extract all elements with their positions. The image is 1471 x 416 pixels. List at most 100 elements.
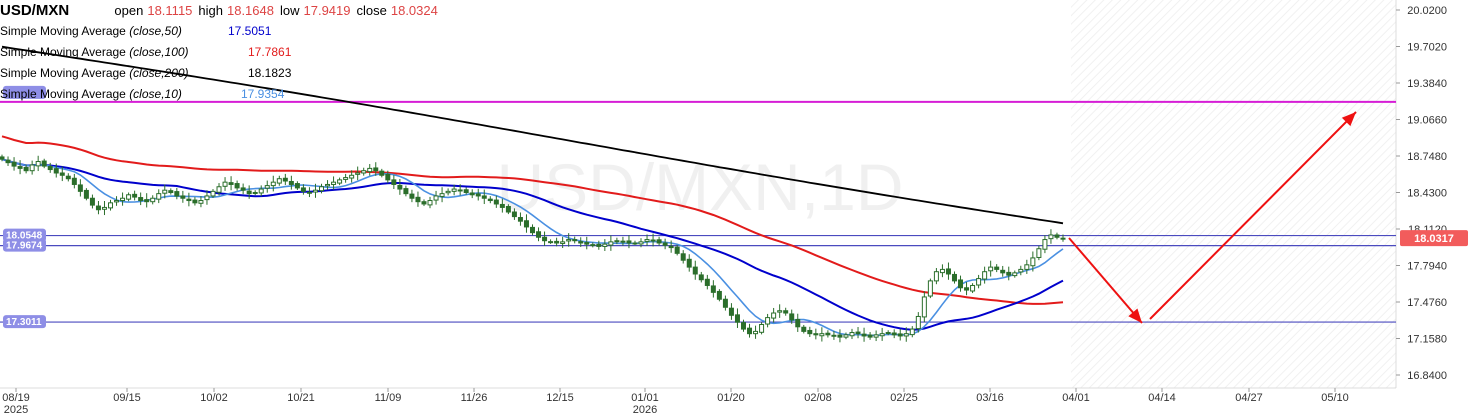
candle-body-100 bbox=[602, 243, 608, 247]
candle-body-90 bbox=[542, 236, 548, 242]
candle-body-19 bbox=[114, 200, 120, 203]
candle-body-152 bbox=[915, 315, 921, 330]
sma-10-row[interactable]: Simple Moving Average (close,10) 17.9354 bbox=[0, 84, 444, 105]
x-tick-label-6: 12/15 bbox=[546, 392, 574, 404]
candle-body-91 bbox=[548, 241, 554, 244]
x-tick-label-5: 11/26 bbox=[461, 392, 488, 404]
candle-body-109 bbox=[656, 239, 662, 244]
candle-body-159 bbox=[958, 279, 964, 289]
candle-body-46 bbox=[276, 178, 282, 184]
x-tick-label-15: 05/10 bbox=[1321, 392, 1349, 404]
candle-body-115 bbox=[692, 266, 698, 275]
candle-body-170 bbox=[1024, 264, 1030, 270]
candle-body-67 bbox=[403, 188, 409, 195]
down-arrow-head bbox=[1128, 308, 1142, 323]
candle-body-17 bbox=[101, 206, 107, 210]
candle-body-149 bbox=[897, 333, 903, 337]
candle-body-1 bbox=[5, 159, 11, 164]
sma-200-value: 18.1823 bbox=[248, 66, 292, 80]
sma-200-name: Simple Moving Average bbox=[0, 66, 130, 80]
candle-body-154 bbox=[927, 280, 933, 297]
y-tick-label-0: 20.0200 bbox=[1407, 5, 1447, 17]
candle-body-163 bbox=[982, 271, 988, 280]
candle-body-174 bbox=[1048, 234, 1054, 240]
candle-body-4 bbox=[23, 166, 29, 172]
candle-body-80 bbox=[481, 195, 487, 199]
candle-body-21 bbox=[126, 194, 132, 200]
candle-body-20 bbox=[120, 197, 126, 202]
candle-body-76 bbox=[457, 189, 463, 192]
candle-body-110 bbox=[662, 242, 668, 246]
candle-body-114 bbox=[686, 258, 692, 268]
candle-body-55 bbox=[331, 181, 337, 185]
candle-body-119 bbox=[716, 290, 722, 300]
candle-body-69 bbox=[415, 196, 421, 203]
candle-body-122 bbox=[734, 314, 740, 323]
sma-200-row[interactable]: Simple Moving Average (close,200) 18.1823 bbox=[0, 63, 444, 84]
candle-body-47 bbox=[282, 177, 288, 182]
candle-body-51 bbox=[306, 191, 312, 194]
candle-body-132 bbox=[795, 318, 801, 328]
candle-body-95 bbox=[572, 239, 578, 242]
candle-body-143 bbox=[861, 333, 867, 337]
x-tick-label-14: 04/27 bbox=[1235, 392, 1263, 404]
candle-body-26 bbox=[156, 193, 162, 200]
candle-body-35 bbox=[210, 190, 216, 197]
candle-body-139 bbox=[837, 334, 843, 338]
candle-body-84 bbox=[505, 206, 511, 213]
candle-body-150 bbox=[903, 333, 909, 337]
candle-body-167 bbox=[1006, 271, 1012, 276]
sma-10-value: 17.9354 bbox=[241, 87, 285, 101]
candle-body-79 bbox=[475, 193, 481, 197]
candle-body-13 bbox=[77, 184, 83, 192]
candle-body-73 bbox=[439, 193, 445, 197]
candle-body-81 bbox=[487, 198, 493, 202]
up-arrow-line bbox=[1149, 111, 1357, 320]
x-tick-label-12: 04/01 bbox=[1062, 392, 1090, 404]
candle-body-160 bbox=[964, 287, 970, 291]
candle-body-102 bbox=[614, 240, 620, 243]
candle-body-44 bbox=[264, 185, 270, 189]
candle-body-162 bbox=[976, 278, 982, 286]
last-price-marker: 18.0317 bbox=[1400, 230, 1468, 247]
candle-body-161 bbox=[970, 284, 976, 292]
candle-body-165 bbox=[994, 266, 1000, 270]
y-tick-label-8: 17.4760 bbox=[1407, 297, 1447, 309]
candle-body-48 bbox=[288, 180, 294, 185]
forecast-arrows[interactable] bbox=[1068, 111, 1357, 324]
candle-body-60 bbox=[361, 170, 367, 174]
candle-body-71 bbox=[427, 200, 433, 206]
candle-body-113 bbox=[680, 253, 686, 261]
last-price-label: 18.0317 bbox=[1414, 233, 1454, 245]
sma-100-params: (close,100) bbox=[129, 45, 189, 59]
candle-body-7 bbox=[41, 160, 47, 167]
sma-100-row[interactable]: Simple Moving Average (close,100) 17.7861 bbox=[0, 42, 444, 63]
candle-body-30 bbox=[180, 195, 186, 199]
candle-body-5 bbox=[29, 164, 35, 172]
candle-body-155 bbox=[933, 271, 939, 282]
y-tick-label-9: 17.1580 bbox=[1407, 334, 1447, 346]
candle-body-98 bbox=[590, 244, 596, 247]
candle-body-111 bbox=[668, 245, 674, 249]
y-axis: 20.0200 19.7020 19.3840 19.0660 18.7480 18.43… bbox=[1396, 5, 1447, 382]
candle-body-92 bbox=[554, 240, 560, 244]
candle-body-39 bbox=[234, 183, 240, 189]
candle-body-164 bbox=[988, 266, 994, 272]
candle-body-133 bbox=[801, 326, 807, 332]
candle-body-85 bbox=[511, 211, 517, 218]
candle-body-12 bbox=[71, 177, 77, 185]
candle-body-70 bbox=[421, 201, 427, 205]
candle-body-74 bbox=[445, 190, 451, 194]
candle-body-117 bbox=[704, 278, 710, 286]
sma-50-row[interactable]: Simple Moving Average (close,50) 17.5051 bbox=[0, 21, 444, 42]
sma-50-line bbox=[1, 158, 1064, 331]
x-tick-label-13: 04/14 bbox=[1148, 392, 1176, 404]
candle-body-61 bbox=[367, 167, 373, 173]
candle-body-137 bbox=[825, 332, 831, 336]
candle-body-124 bbox=[747, 327, 753, 335]
candle-body-57 bbox=[343, 177, 349, 180]
candle-body-157 bbox=[945, 268, 951, 275]
candle-body-9 bbox=[53, 168, 59, 174]
candle-body-141 bbox=[849, 332, 855, 337]
